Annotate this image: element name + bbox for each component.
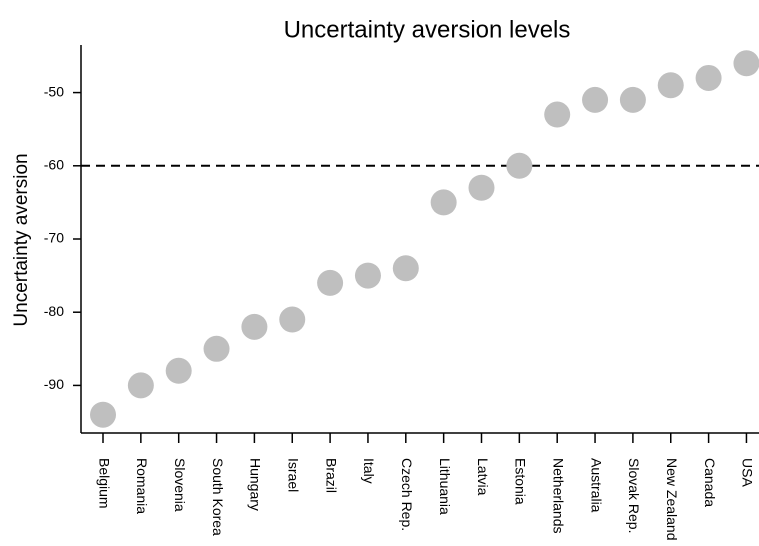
y-axis-label: Uncertainty aversion bbox=[11, 153, 32, 326]
x-tick-label: Italy bbox=[361, 458, 377, 484]
dot bbox=[317, 269, 344, 296]
dot bbox=[241, 313, 268, 340]
x-tick-label: Hungary bbox=[248, 458, 264, 511]
x-tick-label: Netherlands bbox=[550, 458, 566, 534]
dot bbox=[733, 50, 759, 77]
y-tick-label: -70 bbox=[44, 230, 64, 246]
y-tick-label: -80 bbox=[44, 303, 64, 319]
x-tick-label: Czech Rep. bbox=[399, 458, 415, 531]
dot bbox=[582, 86, 609, 113]
dot bbox=[695, 64, 722, 91]
dot bbox=[506, 152, 533, 179]
x-tick-label: Estonia bbox=[513, 458, 529, 505]
x-tick-label: New Zealand bbox=[664, 458, 680, 541]
x-tick-label: Canada bbox=[702, 458, 718, 507]
dot bbox=[90, 401, 116, 428]
dot bbox=[657, 72, 684, 99]
dot bbox=[544, 101, 571, 128]
y-tick-label: -50 bbox=[44, 83, 64, 99]
x-tick-label: Australia bbox=[588, 458, 604, 513]
y-tick-label: -90 bbox=[44, 376, 64, 392]
x-tick-label: Belgium bbox=[96, 458, 112, 509]
x-tick-label: Slovenia bbox=[172, 458, 188, 512]
x-tick-label: Latvia bbox=[475, 458, 491, 496]
x-tick-label: USA bbox=[740, 458, 756, 487]
dot bbox=[279, 306, 306, 333]
dot bbox=[619, 86, 646, 113]
chart-title: Uncertainty aversion levels bbox=[284, 16, 571, 43]
x-tick-label: Brazil bbox=[323, 458, 339, 493]
x-tick-label: Lithuania bbox=[437, 458, 453, 515]
x-tick-label: South Korea bbox=[210, 458, 226, 536]
x-tick-label: Romania bbox=[134, 458, 150, 514]
x-tick-label: Slovak Rep. bbox=[626, 458, 642, 533]
dot bbox=[165, 357, 192, 384]
dot bbox=[468, 174, 495, 201]
y-tick-label: -60 bbox=[44, 156, 64, 172]
dot bbox=[354, 262, 381, 289]
dot bbox=[127, 372, 154, 399]
dot bbox=[430, 189, 457, 216]
x-tick-label: Israel bbox=[286, 458, 302, 492]
dot bbox=[392, 255, 419, 282]
dot bbox=[203, 335, 230, 362]
